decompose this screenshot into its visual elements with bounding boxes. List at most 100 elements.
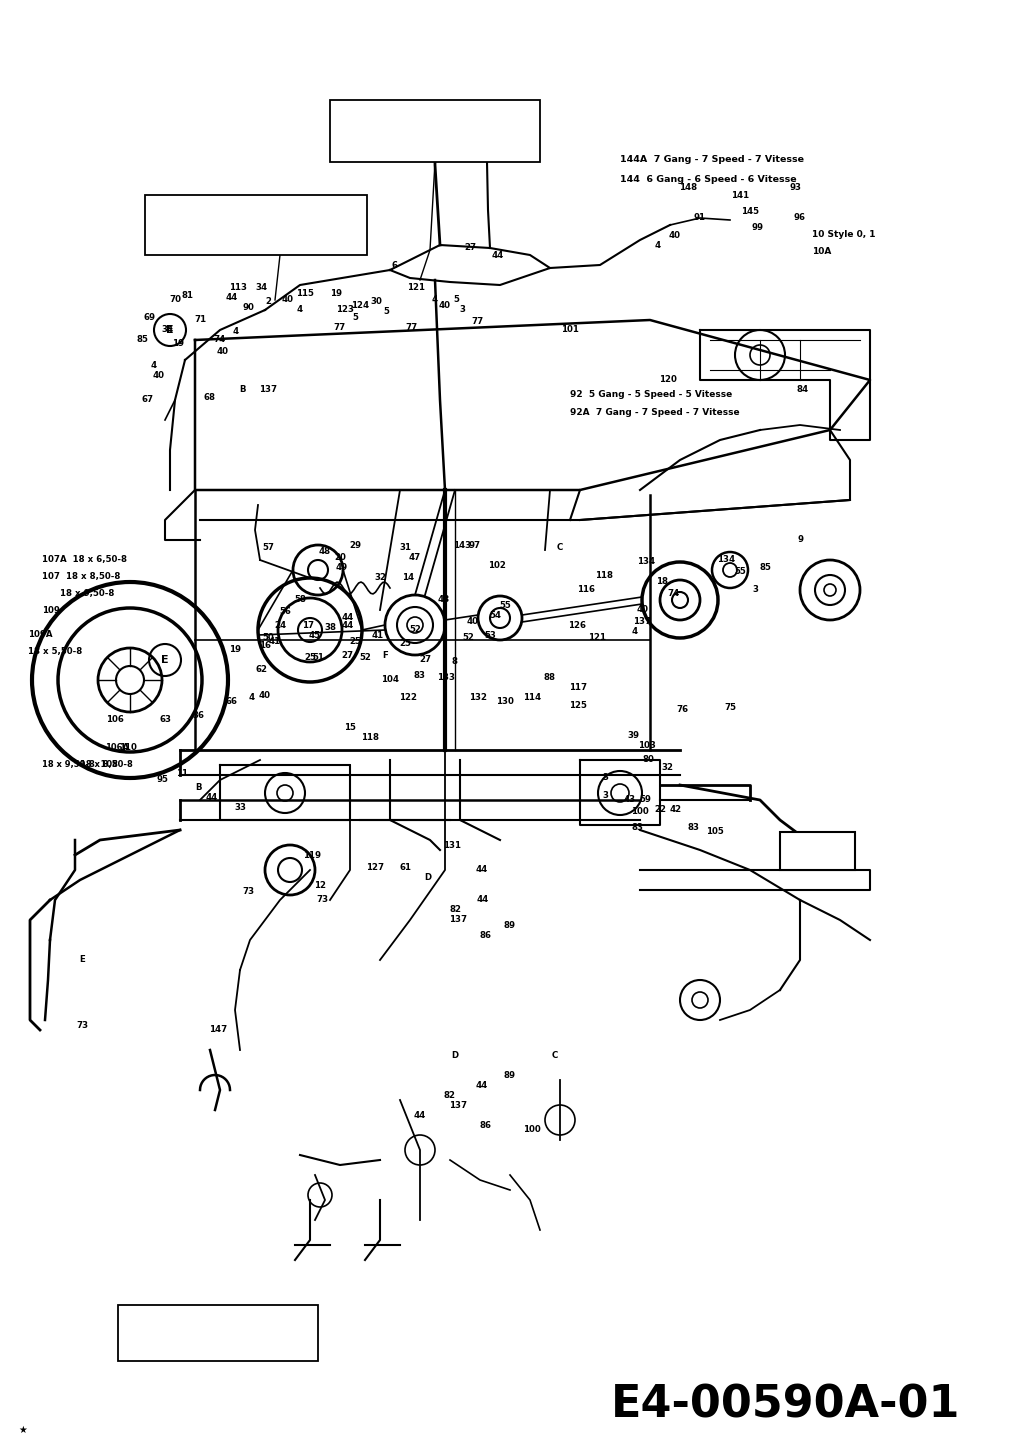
Text: 40: 40 bbox=[259, 691, 271, 699]
Text: 82: 82 bbox=[449, 906, 461, 915]
Text: seulement pour deck F: seulement pour deck F bbox=[123, 1347, 249, 1357]
Text: Ressort - levier de vitesse: Ressort - levier de vitesse bbox=[150, 236, 303, 246]
Text: 5: 5 bbox=[383, 308, 389, 316]
Text: 4: 4 bbox=[632, 627, 638, 636]
Text: 115: 115 bbox=[296, 289, 314, 299]
Text: 88: 88 bbox=[544, 673, 556, 682]
Text: 101: 101 bbox=[561, 325, 579, 334]
Text: 27: 27 bbox=[464, 244, 476, 253]
Text: 92  5 Gang - 5 Speed - 5 Vitesse: 92 5 Gang - 5 Speed - 5 Vitesse bbox=[570, 390, 733, 399]
Text: 44: 44 bbox=[414, 1111, 426, 1120]
Text: 44: 44 bbox=[342, 614, 354, 623]
Text: D: D bbox=[424, 873, 431, 883]
Bar bbox=[780, 832, 854, 870]
Text: 132: 132 bbox=[469, 694, 487, 702]
Text: 68: 68 bbox=[204, 393, 216, 403]
Text: 40: 40 bbox=[217, 347, 229, 357]
Text: 59: 59 bbox=[639, 796, 651, 805]
Text: 77: 77 bbox=[334, 324, 346, 332]
Text: 100: 100 bbox=[523, 1126, 541, 1134]
Text: 106: 106 bbox=[106, 715, 124, 724]
Text: 9: 9 bbox=[797, 536, 803, 545]
Text: 97: 97 bbox=[469, 540, 481, 549]
Text: 27: 27 bbox=[341, 650, 353, 659]
Text: 63: 63 bbox=[159, 715, 171, 724]
Text: 52: 52 bbox=[462, 633, 474, 643]
Text: 110: 110 bbox=[119, 744, 137, 753]
Text: 83: 83 bbox=[687, 824, 699, 832]
Text: 124: 124 bbox=[351, 301, 369, 309]
Text: 39: 39 bbox=[627, 731, 639, 740]
Text: 41: 41 bbox=[269, 637, 281, 646]
Text: 3: 3 bbox=[602, 773, 608, 783]
Text: 53: 53 bbox=[484, 630, 496, 640]
Bar bbox=[146, 195, 367, 254]
Text: 25: 25 bbox=[304, 653, 316, 662]
Text: D: D bbox=[451, 1051, 458, 1059]
Text: E: E bbox=[79, 955, 85, 964]
Text: 58: 58 bbox=[294, 595, 305, 604]
Text: 4: 4 bbox=[432, 295, 438, 305]
Bar bbox=[118, 1305, 318, 1361]
Text: 40: 40 bbox=[637, 605, 649, 614]
Text: 47: 47 bbox=[409, 553, 421, 562]
Text: 118: 118 bbox=[361, 734, 379, 743]
Text: 19: 19 bbox=[229, 646, 241, 655]
Text: 73: 73 bbox=[76, 1020, 88, 1029]
Text: 15: 15 bbox=[344, 724, 356, 733]
Text: 148: 148 bbox=[679, 184, 697, 192]
Text: 126: 126 bbox=[568, 620, 586, 630]
Text: 73: 73 bbox=[316, 896, 328, 905]
Text: 29: 29 bbox=[349, 540, 361, 549]
Text: 105: 105 bbox=[706, 828, 723, 837]
Text: 4: 4 bbox=[249, 694, 255, 702]
Text: 74: 74 bbox=[667, 588, 679, 597]
Text: 55: 55 bbox=[499, 601, 511, 610]
Text: 107A  18 x 6,50-8: 107A 18 x 6,50-8 bbox=[42, 555, 127, 564]
Text: 131: 131 bbox=[443, 841, 461, 850]
Text: 52: 52 bbox=[359, 653, 370, 662]
Text: 6: 6 bbox=[392, 260, 398, 270]
Text: 66: 66 bbox=[226, 698, 238, 707]
Text: E4-00590A-01: E4-00590A-01 bbox=[611, 1383, 960, 1426]
Text: 109: 109 bbox=[42, 605, 60, 616]
Text: 107  18 x 8,50-8: 107 18 x 8,50-8 bbox=[42, 572, 121, 581]
Text: 133: 133 bbox=[437, 673, 455, 682]
Text: 30: 30 bbox=[370, 298, 382, 306]
Text: 137: 137 bbox=[449, 1101, 467, 1110]
Text: 117: 117 bbox=[569, 683, 587, 692]
Text: 61: 61 bbox=[399, 864, 411, 873]
Text: 14: 14 bbox=[401, 574, 414, 582]
Text: 57: 57 bbox=[262, 543, 275, 552]
Text: C: C bbox=[552, 1051, 558, 1059]
Text: 102: 102 bbox=[488, 561, 506, 569]
Text: 74: 74 bbox=[214, 335, 226, 344]
Text: 40: 40 bbox=[669, 231, 681, 240]
Text: 89: 89 bbox=[504, 920, 516, 929]
Text: 4: 4 bbox=[233, 328, 239, 337]
Text: 77: 77 bbox=[471, 318, 483, 327]
Text: 95: 95 bbox=[156, 776, 168, 785]
Text: 84: 84 bbox=[797, 386, 809, 394]
Text: E: E bbox=[166, 325, 173, 335]
Text: 2: 2 bbox=[265, 298, 271, 306]
Text: 27: 27 bbox=[419, 656, 431, 665]
Text: 137: 137 bbox=[633, 617, 651, 627]
Text: 48: 48 bbox=[438, 595, 450, 604]
Text: 123: 123 bbox=[336, 305, 354, 315]
Text: 67: 67 bbox=[142, 396, 154, 405]
Text: 96: 96 bbox=[794, 214, 806, 223]
Text: 122: 122 bbox=[399, 694, 417, 702]
Text: 41: 41 bbox=[372, 630, 384, 640]
Text: 106A: 106A bbox=[105, 743, 129, 751]
Text: 25: 25 bbox=[399, 639, 411, 647]
Text: 40: 40 bbox=[153, 370, 165, 380]
Text: 103: 103 bbox=[638, 740, 656, 750]
Text: nur fur F-Deck: nur fur F-Deck bbox=[123, 1314, 202, 1324]
Text: 85: 85 bbox=[760, 562, 771, 572]
Text: 31: 31 bbox=[399, 543, 411, 552]
Text: B: B bbox=[238, 386, 246, 394]
Text: 69: 69 bbox=[144, 314, 156, 322]
Text: for F-deck only: for F-deck only bbox=[123, 1329, 205, 1340]
Bar bbox=[330, 100, 540, 162]
